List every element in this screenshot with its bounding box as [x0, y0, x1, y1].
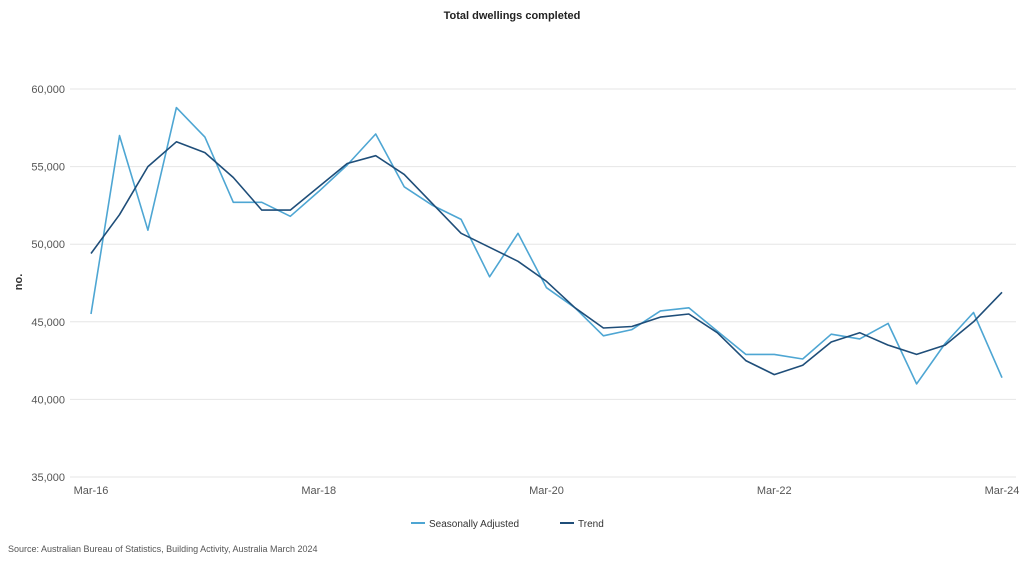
legend-item-trend[interactable]: Trend [560, 519, 604, 530]
x-tick-label: Mar-20 [529, 485, 564, 497]
x-tick-label: Mar-18 [301, 485, 336, 497]
gridlines [70, 88, 1016, 478]
y-tick-label: 55,000 [31, 162, 65, 174]
series-line-seasonally-adjusted [90, 106, 1003, 385]
x-tick-label: Mar-16 [74, 485, 109, 497]
legend-label-trend: Trend [578, 519, 604, 530]
x-axis: Mar-16 Mar-18 Mar-20 Mar-22 Mar-24 [74, 485, 1020, 497]
series-lines [90, 106, 1003, 385]
legend: Seasonally Adjusted Trend [411, 519, 604, 530]
series-line-trend [90, 141, 1003, 376]
x-tick-label: Mar-24 [985, 485, 1020, 497]
y-axis-label: no. [13, 274, 25, 291]
y-tick-label: 50,000 [31, 239, 65, 251]
y-axis: 35,000 40,000 45,000 50,000 55,000 60,000 [31, 84, 65, 484]
chart-title: Total dwellings completed [444, 10, 581, 22]
legend-item-seasonally-adjusted[interactable]: Seasonally Adjusted [411, 519, 519, 530]
source-note: Source: Australian Bureau of Statistics,… [8, 544, 318, 554]
y-tick-label: 40,000 [31, 394, 65, 406]
y-tick-label: 60,000 [31, 84, 65, 96]
legend-label-seasonally-adjusted: Seasonally Adjusted [429, 519, 519, 530]
x-tick-label: Mar-22 [757, 485, 792, 497]
y-tick-label: 45,000 [31, 317, 65, 329]
y-tick-label: 35,000 [31, 472, 65, 484]
